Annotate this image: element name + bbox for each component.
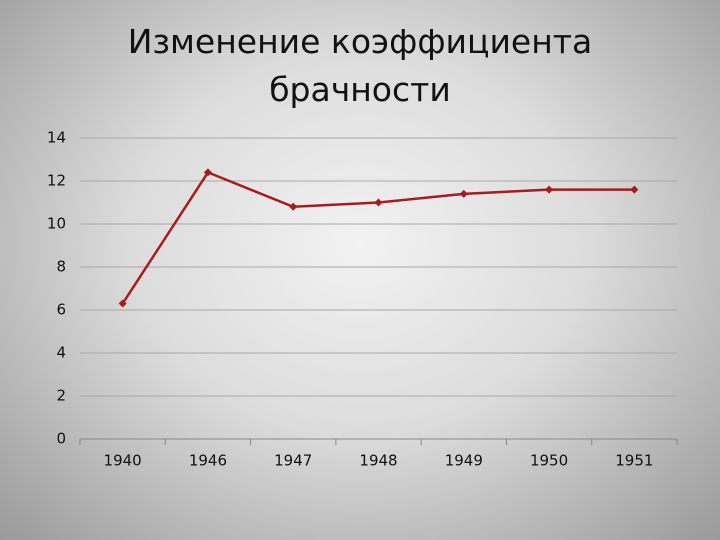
x-tick-label: 1940 (104, 452, 142, 470)
data-point (289, 202, 298, 211)
chart-title: Изменение коэффициента брачности (127, 22, 593, 109)
data-point (630, 185, 639, 194)
x-tick-label: 1948 (359, 452, 397, 470)
y-tick-label: 6 (56, 301, 66, 319)
y-tick-label: 14 (47, 129, 66, 147)
y-tick-label: 8 (56, 258, 66, 276)
y-tick-label: 10 (47, 215, 66, 233)
y-tick-label: 0 (56, 430, 66, 448)
x-tick-label: 1949 (445, 452, 483, 470)
data-point (545, 185, 554, 194)
y-tick-label: 12 (47, 172, 66, 190)
data-point (203, 168, 212, 177)
x-tick-label: 1947 (274, 452, 312, 470)
x-tick-label: 1951 (615, 452, 653, 470)
data-point (374, 198, 383, 207)
x-tick-label: 1946 (189, 452, 227, 470)
y-tick-label: 4 (56, 344, 66, 362)
x-tick-label: 1950 (530, 452, 568, 470)
y-tick-label: 2 (56, 387, 66, 405)
data-line (121, 170, 635, 305)
data-point (118, 299, 127, 308)
data-point (459, 189, 468, 198)
